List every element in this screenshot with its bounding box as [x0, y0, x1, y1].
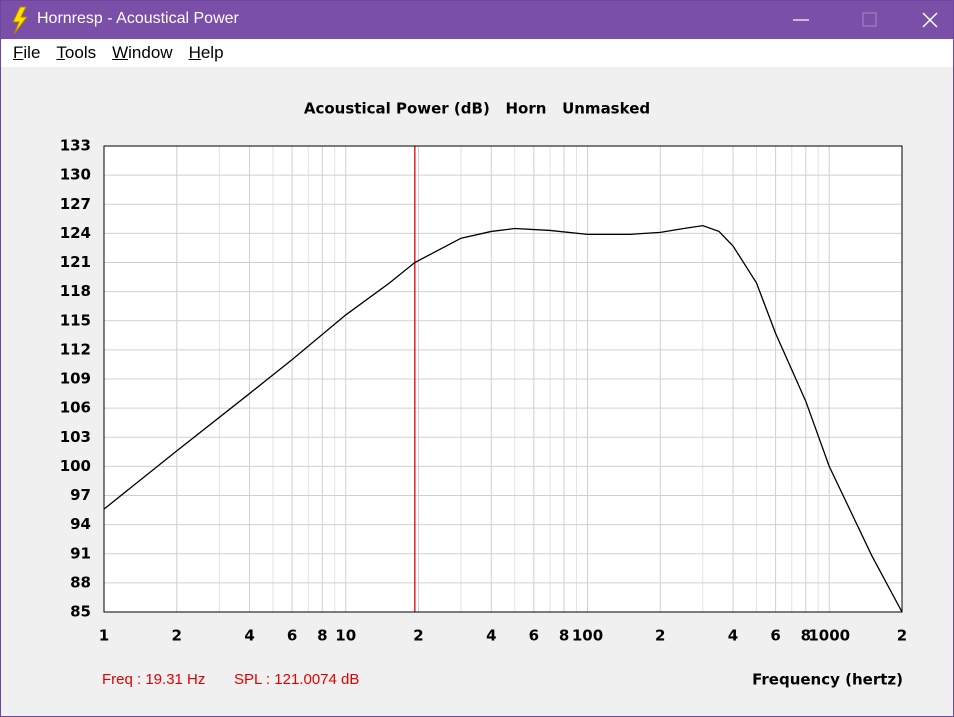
menu-item[interactable]: Help: [188, 43, 224, 62]
x-tick-label: 2: [655, 627, 665, 645]
y-tick-label: 112: [60, 340, 91, 358]
chart-title: Acoustical Power (dB) Horn Unmasked: [304, 100, 650, 118]
x-tick-label: 8: [559, 627, 569, 645]
y-tick-label: 106: [60, 399, 91, 417]
y-tick-label: 109: [60, 370, 91, 388]
x-tick-label: 8: [801, 627, 811, 645]
y-tick-label: 94: [70, 515, 91, 533]
y-tick-label: 97: [70, 486, 91, 504]
window-title: Hornresp - Acoustical Power: [37, 10, 239, 27]
status-freq: Freq : 19.31 Hz: [102, 671, 205, 688]
menu-item[interactable]: Tools: [56, 43, 97, 62]
x-tick-label: 4: [486, 627, 496, 645]
x-tick-label: 4: [244, 627, 254, 645]
plot-border: [103, 145, 903, 613]
menu-item[interactable]: Window: [112, 43, 173, 62]
y-tick-label: 133: [60, 137, 91, 155]
x-axis-label: Frequency (hertz): [752, 671, 903, 689]
x-tick-label: 6: [770, 627, 780, 645]
y-tick-label: 118: [60, 282, 91, 300]
y-tick-label: 100: [60, 457, 91, 475]
y-tick-label: 85: [70, 603, 91, 621]
x-tick-label: 1: [99, 627, 109, 645]
menu-item[interactable]: File: [13, 43, 41, 62]
y-tick-label: 103: [60, 428, 91, 446]
y-tick-label: 124: [60, 224, 91, 242]
x-tick-label: 10: [335, 627, 356, 645]
app-icon: [12, 6, 29, 35]
y-tick-label: 91: [70, 544, 91, 562]
y-tick-label: 130: [60, 166, 91, 184]
x-tick-label: 4: [728, 627, 738, 645]
window-controls[interactable]: [773, 1, 953, 39]
y-tick-label: 127: [60, 195, 91, 213]
status-spl: SPL : 121.0074 dB: [234, 671, 359, 688]
y-tick-label: 115: [60, 311, 91, 329]
x-tick-label: 2: [172, 627, 182, 645]
y-tick-label: 121: [60, 253, 91, 271]
x-tick-label: 2: [413, 627, 423, 645]
x-tick-label: 6: [287, 627, 297, 645]
menu-bar: File Tools Window Help: [1, 39, 953, 67]
line-series: [103, 224, 903, 613]
x-tick-label: 1000: [808, 627, 850, 645]
x-tick-label: 8: [317, 627, 327, 645]
x-tick-label: 6: [529, 627, 539, 645]
x-tick-label: 100: [572, 627, 603, 645]
y-tick-label: 88: [70, 573, 91, 591]
title-bar: Hornresp - Acoustical Power: [1, 1, 953, 39]
chart: Acoustical Power (dB) Horn Unmasked Freq…: [60, 100, 908, 689]
x-tick-label: 2: [897, 627, 907, 645]
